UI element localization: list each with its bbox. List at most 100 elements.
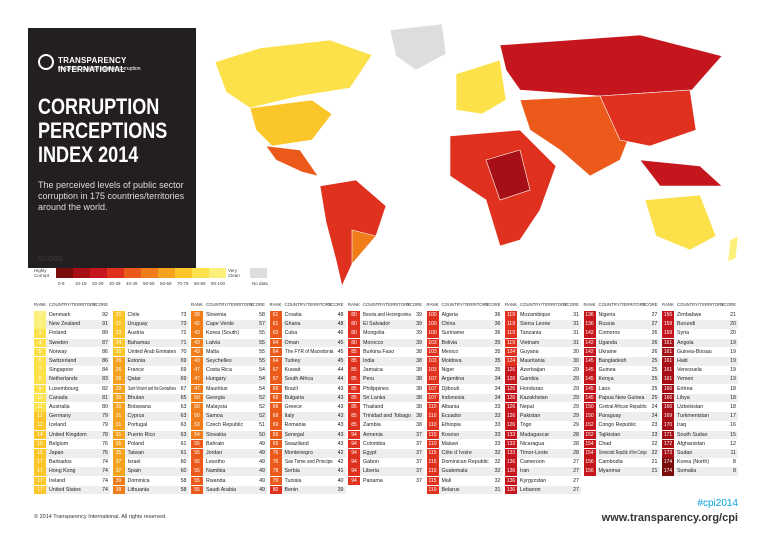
country-name: Malawi — [441, 440, 458, 447]
score: 23 — [651, 422, 658, 429]
rank-badge: 55 — [191, 476, 203, 486]
rank-badge: 85 — [348, 403, 360, 412]
table-row: 76 Sao Tome and Principe 42 — [269, 458, 346, 467]
rank-badge: 126 — [505, 384, 517, 394]
region — [727, 235, 739, 263]
country-name: Somalia — [677, 468, 697, 475]
rank-badge: 85 — [348, 384, 360, 394]
country-name: Malta — [206, 348, 219, 355]
rank-badge: 166 — [662, 403, 674, 412]
score: 34 — [494, 394, 501, 401]
table-row: 21 Uruguay 73 — [112, 320, 189, 329]
header-score: SCORE — [642, 302, 658, 307]
header-score: SCORE — [720, 302, 736, 307]
country-name: Zimbabwe — [677, 312, 702, 318]
country-name: Nicaragua — [520, 440, 545, 447]
rank-badge: 69 — [269, 439, 282, 449]
legend-swatch — [73, 268, 90, 278]
score: 76 — [102, 450, 108, 456]
table-row: 5 Switzerland 86 — [34, 357, 110, 366]
header-country: COUNTRY/TERRITORY — [441, 302, 489, 307]
country-name: Tanzania — [520, 330, 542, 337]
table-row: 156 Cambodia 21 — [583, 458, 660, 467]
table-row: 42 Cape Verde 57 — [191, 320, 267, 329]
score: 63 — [180, 431, 187, 438]
score: 52 — [259, 404, 265, 410]
table-row: 79 Tunisia 40 — [269, 476, 346, 486]
score: 51 — [259, 422, 265, 429]
logo-tagline: the global coalition against corruption — [58, 66, 141, 72]
score: 49 — [259, 468, 265, 475]
legend-swatch — [124, 268, 141, 278]
score: 37 — [416, 459, 422, 466]
score: 42 — [337, 459, 344, 466]
table-row: 94 Colombia 37 — [348, 439, 424, 449]
table-row: 110 Kosovo 33 — [426, 430, 503, 440]
legend-bin-label: 70-79 — [177, 281, 189, 286]
country-name: Thailand — [363, 404, 384, 410]
header-rank: RANK — [426, 302, 439, 307]
rank-badge: 17 — [34, 458, 46, 467]
rank-badge: 136 — [505, 476, 517, 486]
score: 18 — [730, 404, 736, 410]
rank-badge: 119 — [505, 338, 517, 348]
rank-badge: 3 — [34, 329, 46, 338]
table-row: 69 Swaziland 43 — [269, 439, 346, 449]
score: 38 — [416, 422, 422, 429]
rank-badge: 173 — [662, 449, 674, 458]
table-row: 115 Côte d´Ivoire 32 — [426, 449, 503, 458]
country-name: Albania — [441, 404, 460, 410]
score: 26 — [651, 348, 658, 355]
country-name: Indonesia — [441, 394, 465, 401]
country-name: New Zealand — [49, 321, 81, 328]
rank-badge: 10 — [34, 393, 46, 403]
rank-badge: 79 — [269, 476, 282, 486]
score: 48 — [337, 312, 344, 318]
country-name: Benin — [284, 486, 299, 493]
table-row: 67 Kuwait 44 — [269, 366, 346, 375]
score: 78 — [102, 431, 108, 438]
logo-name: TRANSPARENCY INTERNATIONAL — [58, 56, 127, 74]
score: 29 — [573, 404, 579, 410]
table-row: 133 Madagascar 28 — [505, 430, 581, 440]
country-name: Bahrain — [206, 440, 225, 447]
country-name: Iraq — [677, 422, 687, 429]
title-panel: TRANSPARENCY INTERNATIONAL the global co… — [28, 28, 196, 268]
table-row: 94 Armenia 37 — [348, 430, 424, 440]
country-name: Singapore — [49, 367, 74, 374]
score: 89 — [102, 330, 108, 337]
country-name: Namibia — [206, 468, 226, 475]
country-name: Poland — [127, 440, 145, 447]
country-name: Oman — [284, 339, 299, 346]
country-name: Nepal — [520, 404, 534, 410]
rank-badge: 69 — [269, 412, 282, 421]
country-name: Luxembourg — [49, 385, 79, 392]
rank-badge: 136 — [505, 458, 517, 467]
country-name: Finland — [49, 330, 67, 337]
table-row: 85 Sri Lanka 38 — [348, 393, 424, 403]
rank-badge: 161 — [662, 347, 674, 357]
score: 74 — [102, 459, 108, 466]
score: 37 — [416, 468, 422, 475]
legend-swatch — [56, 268, 73, 278]
url: www.transparency.org/cpi — [601, 512, 738, 524]
rank-badge: 17 — [34, 467, 46, 476]
country-name: Togo — [520, 422, 532, 429]
country-name: Bahamas — [127, 339, 150, 346]
table-row: 169 Turkmenistan 17 — [662, 412, 738, 421]
country-name: Papua New Guinea — [598, 394, 645, 401]
rank-badge: 47 — [191, 366, 203, 375]
rank-badge: 42 — [191, 320, 203, 329]
country-name: Ghana — [284, 321, 301, 328]
score: 26 — [651, 339, 658, 346]
rank-badge: 110 — [426, 439, 439, 449]
score: 25 — [651, 376, 658, 383]
country-name: Belgium — [49, 440, 69, 447]
score: 70 — [180, 348, 187, 355]
country-name: Burundi — [677, 321, 696, 328]
region — [389, 24, 447, 71]
score: 26 — [651, 330, 658, 337]
rank-badge: 100 — [426, 311, 439, 320]
score: 28 — [573, 440, 579, 447]
